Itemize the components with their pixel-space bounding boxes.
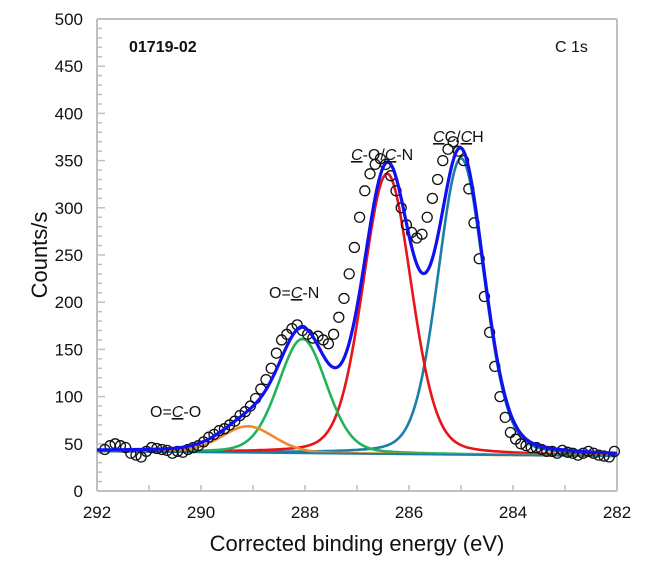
underlined-carbon: C	[433, 129, 445, 146]
component-o-c-n	[97, 337, 617, 458]
data-point	[535, 443, 548, 456]
y-axis-title: Counts/s	[27, 212, 52, 299]
data-point	[348, 241, 361, 254]
data-point	[478, 290, 491, 303]
peak-label: CC/CH	[433, 129, 484, 146]
y-tick-label: 50	[64, 435, 83, 454]
data-point	[359, 185, 371, 197]
data-point	[483, 326, 496, 339]
peak-label: O=C-O	[150, 404, 201, 421]
data-point	[593, 449, 605, 461]
underlined-carbon: C	[461, 129, 473, 146]
label-text: O=	[269, 285, 291, 302]
label-text: C/	[445, 129, 462, 146]
region-label: C 1s	[555, 39, 588, 56]
y-tick-label: 150	[55, 340, 83, 359]
data-point	[447, 136, 459, 148]
data-point	[499, 411, 511, 424]
data-point	[327, 328, 340, 340]
data-point	[333, 311, 345, 323]
peak-annotations: CC/CHC-O/C-NO=C-NO=C-O	[150, 129, 484, 421]
data-point	[431, 173, 444, 186]
underlined-carbon: C	[291, 285, 303, 302]
y-tick-label: 350	[55, 152, 83, 171]
y-tick-label: 500	[55, 10, 83, 29]
label-text: O=	[150, 404, 172, 421]
y-tick-label: 450	[55, 57, 83, 76]
sample-id-label: 01719-02	[129, 39, 197, 56]
y-tick-label: 100	[55, 388, 83, 407]
data-point	[442, 143, 454, 155]
data-point	[364, 168, 376, 180]
data-point	[598, 450, 610, 462]
y-ticks	[97, 18, 105, 492]
data-point	[182, 443, 194, 456]
x-tick-label: 288	[291, 503, 319, 522]
peak-label: C-O/C-N	[351, 147, 413, 164]
x-tick-label: 286	[395, 503, 423, 522]
data-point	[270, 347, 283, 359]
data-point	[353, 211, 366, 223]
data-point	[322, 338, 335, 350]
y-tick-label: 0	[74, 482, 83, 501]
underlined-carbon: C	[385, 147, 397, 164]
data-point	[437, 154, 449, 167]
label-text: -N	[302, 285, 319, 302]
envelope-group	[97, 146, 617, 455]
y-tick-label: 250	[55, 246, 83, 265]
x-ticks	[148, 485, 566, 491]
underlined-carbon: C	[351, 147, 363, 164]
x-tick-label: 290	[187, 503, 215, 522]
label-text: -N	[396, 147, 413, 164]
data-point	[338, 292, 350, 305]
data-point	[504, 426, 517, 439]
data-point	[426, 192, 439, 205]
x-tick-label: 282	[603, 503, 631, 522]
data-point	[416, 228, 428, 240]
x-tick-label: 284	[499, 503, 527, 522]
x-axis-title: Corrected binding energy (eV)	[210, 531, 505, 556]
data-point	[473, 253, 485, 265]
label-text: -O/	[363, 147, 386, 164]
x-tick-label: 292	[83, 503, 111, 522]
y-tick-labels: 0 50 100 150 200 250 300 350 400 450 500	[55, 10, 83, 501]
data-point	[515, 438, 527, 450]
y-tick-label: 400	[55, 104, 83, 123]
fit-envelope	[97, 146, 617, 455]
x-tick-labels: 292 290 288 286 284 282	[83, 503, 631, 522]
underlined-carbon: C	[172, 404, 184, 421]
data-point	[307, 332, 319, 344]
data-point	[561, 446, 574, 458]
peak-label: O=C-N	[269, 285, 319, 302]
label-text: -O	[183, 404, 201, 421]
y-tick-label: 200	[55, 293, 83, 312]
label-text: H	[472, 129, 484, 146]
data-point	[343, 268, 355, 280]
data-point	[421, 211, 433, 223]
y-tick-label: 300	[55, 199, 83, 218]
